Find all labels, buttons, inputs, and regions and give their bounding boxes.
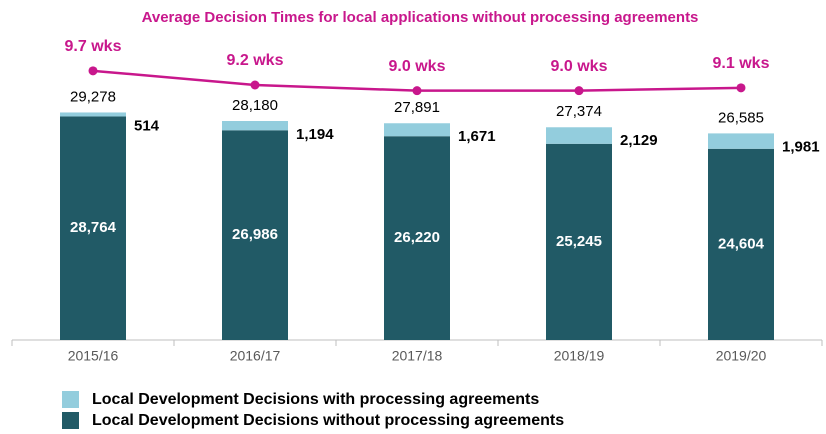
x-tick-label: 2018/19 (554, 348, 605, 364)
bar-segment (546, 143, 612, 340)
x-tick-label: 2017/18 (392, 348, 443, 364)
line-point (250, 80, 260, 90)
legend-label: Local Development Decisions with process… (92, 391, 539, 408)
bar-segment (384, 136, 450, 340)
legend-swatch (62, 412, 79, 429)
bar-value-label: 25,245 (556, 233, 602, 250)
line-value-label: 9.0 wks (551, 58, 608, 75)
x-tick-label: 2019/20 (716, 348, 767, 364)
bar-segment (708, 148, 774, 340)
total-label: 26,585 (718, 109, 764, 126)
bar-segment (60, 112, 126, 117)
bar-segment (222, 130, 288, 340)
line-point (88, 66, 98, 76)
bar-value-label: 24,604 (718, 235, 765, 252)
chart-title: Average Decision Times for local applica… (142, 9, 699, 26)
bar-value-label: 26,986 (232, 226, 278, 243)
legend-swatch (62, 391, 79, 408)
total-label: 27,374 (556, 103, 602, 120)
bar-value-label: 26,220 (394, 229, 440, 246)
line-value-label: 9.0 wks (389, 58, 446, 75)
bar-value-label: 514 (134, 117, 160, 134)
line-point (736, 83, 746, 93)
total-label: 29,278 (70, 88, 116, 105)
total-label: 28,180 (232, 97, 278, 114)
bar-value-label: 2,129 (620, 132, 658, 149)
bar-value-label: 1,981 (782, 138, 820, 155)
line-value-label: 9.2 wks (227, 52, 284, 69)
bar-value-label: 1,671 (458, 128, 496, 145)
x-tick-label: 2016/17 (230, 348, 281, 364)
bar-segment (222, 121, 288, 131)
bar-value-label: 1,194 (296, 126, 334, 143)
line-point (412, 86, 422, 96)
bar-segment (546, 127, 612, 144)
line-value-label: 9.1 wks (713, 55, 770, 72)
bar-segment (60, 116, 126, 340)
bar-segment (384, 123, 450, 137)
x-tick-label: 2015/16 (68, 348, 119, 364)
line-point (574, 86, 584, 96)
bar-segment (708, 133, 774, 149)
total-label: 27,891 (394, 99, 440, 116)
line-value-label: 9.7 wks (65, 38, 122, 55)
legend-label: Local Development Decisions without proc… (92, 412, 564, 429)
bar-value-label: 28,764 (70, 219, 117, 236)
